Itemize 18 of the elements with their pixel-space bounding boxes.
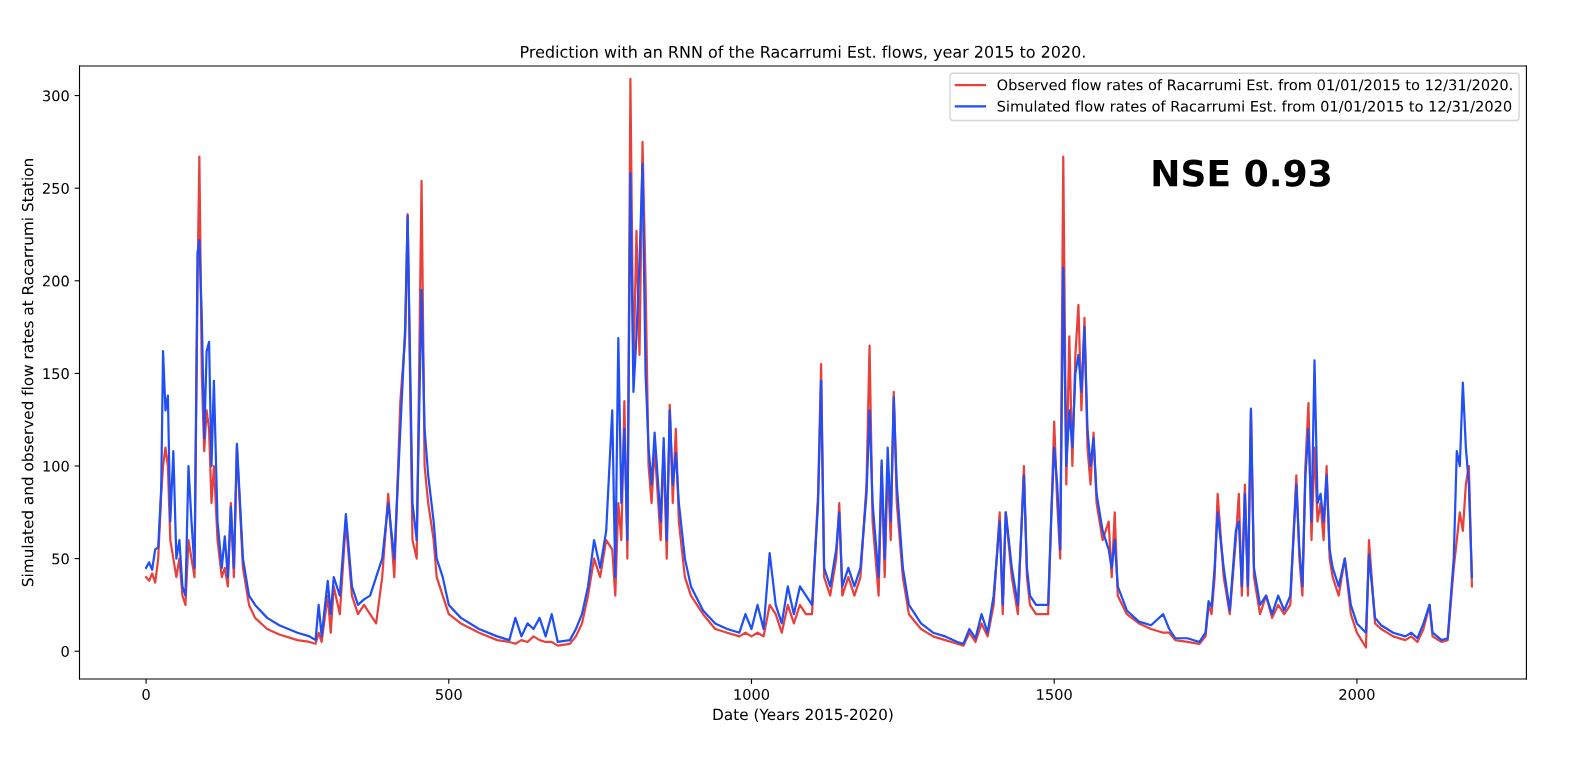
y-axis-title: Simulated and observed flow rates at Racarrumi Station: [21, 159, 34, 587]
y-tick-label: 200: [43, 275, 69, 287]
x-tick-label: 1500: [1037, 688, 1072, 701]
x-tick-label: 0: [142, 688, 150, 701]
y-tick-label: 0: [61, 645, 69, 657]
x-tick-label: 500: [436, 688, 462, 701]
chart-title: Prediction with an RNN of the Racarrumi Est. flows, year 2015 to 2020.: [521, 45, 1085, 61]
x-axis-title: Date (Years 2015-2020): [713, 708, 893, 723]
y-tick-label: 50: [52, 553, 69, 565]
y-tick-label: 300: [43, 90, 69, 102]
y-tick-label: 150: [43, 368, 69, 380]
x-tick-label: 2000: [1339, 688, 1375, 701]
y-tick-label: 100: [43, 460, 69, 472]
annotation: NSE 0.93: [1153, 159, 1330, 187]
y-tick-label: 250: [43, 182, 69, 194]
legend-label: Simulated flow rates of Racarrumi Est. from 01/01/2015 to 12/31/2020: [997, 100, 1512, 113]
x-tick-label: 1000: [734, 688, 770, 701]
legend-label: Observed flow rates of Racarrumi Est. from 01/01/2015 to 12/31/2020.: [997, 79, 1512, 92]
